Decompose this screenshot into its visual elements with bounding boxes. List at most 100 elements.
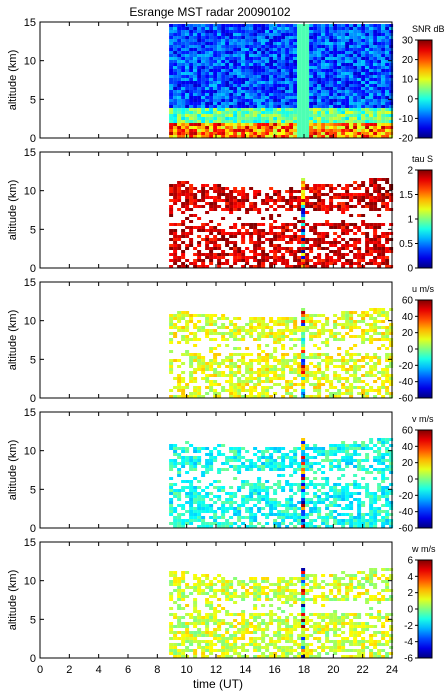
data-cell bbox=[269, 99, 273, 102]
data-cell bbox=[245, 196, 249, 199]
data-cell bbox=[345, 332, 349, 335]
data-cell bbox=[289, 371, 293, 374]
data-cell bbox=[345, 314, 349, 317]
data-cell bbox=[301, 462, 305, 465]
data-cell bbox=[297, 102, 301, 105]
data-cell bbox=[221, 522, 225, 525]
data-cell bbox=[245, 30, 249, 33]
data-cell bbox=[273, 356, 277, 359]
data-cell bbox=[261, 69, 265, 72]
data-cell bbox=[241, 84, 245, 87]
data-cell bbox=[233, 60, 237, 63]
data-cell bbox=[317, 193, 321, 196]
data-cell bbox=[181, 99, 185, 102]
data-cell bbox=[373, 178, 377, 181]
data-cell bbox=[305, 120, 309, 123]
data-cell bbox=[309, 462, 313, 465]
data-cell bbox=[333, 99, 337, 102]
data-cell bbox=[377, 238, 381, 241]
data-cell bbox=[337, 465, 341, 468]
data-cell bbox=[281, 371, 285, 374]
data-cell bbox=[349, 516, 353, 519]
data-cell bbox=[185, 247, 189, 250]
data-cell bbox=[249, 66, 253, 69]
data-cell bbox=[201, 48, 205, 51]
data-cell bbox=[333, 96, 337, 99]
data-cell bbox=[169, 326, 173, 329]
data-cell bbox=[273, 383, 277, 386]
data-cell bbox=[261, 24, 265, 27]
data-cell bbox=[333, 226, 337, 229]
data-cell bbox=[265, 193, 269, 196]
data-cell bbox=[309, 247, 313, 250]
data-cell bbox=[349, 87, 353, 90]
data-cell bbox=[269, 380, 273, 383]
data-cell bbox=[261, 453, 265, 456]
data-cell bbox=[209, 383, 213, 386]
data-cell bbox=[225, 522, 229, 525]
data-cell bbox=[265, 501, 269, 504]
data-cell bbox=[229, 57, 233, 60]
data-cell bbox=[261, 51, 265, 54]
data-cell bbox=[201, 66, 205, 69]
data-cell bbox=[221, 117, 225, 120]
data-cell bbox=[201, 474, 205, 477]
data-cell bbox=[249, 39, 253, 42]
data-cell bbox=[305, 238, 309, 241]
data-cell bbox=[365, 51, 369, 54]
data-cell bbox=[273, 60, 277, 63]
data-cell bbox=[205, 54, 209, 57]
data-cell bbox=[193, 371, 197, 374]
data-cell bbox=[197, 33, 201, 36]
data-cell bbox=[265, 87, 269, 90]
data-cell bbox=[321, 24, 325, 27]
data-cell bbox=[301, 105, 305, 108]
data-cell bbox=[365, 27, 369, 30]
data-cell bbox=[233, 90, 237, 93]
data-cell bbox=[233, 66, 237, 69]
data-cell bbox=[285, 383, 289, 386]
data-cell bbox=[249, 468, 253, 471]
data-cell bbox=[269, 111, 273, 114]
data-cell bbox=[233, 102, 237, 105]
data-cell bbox=[349, 353, 353, 356]
data-cell bbox=[385, 371, 389, 374]
data-cell bbox=[193, 63, 197, 66]
data-cell bbox=[205, 256, 209, 259]
data-cell bbox=[297, 262, 301, 265]
data-cell bbox=[349, 48, 353, 51]
data-cell bbox=[245, 501, 249, 504]
data-cell bbox=[237, 368, 241, 371]
data-cell bbox=[217, 365, 221, 368]
data-cell bbox=[373, 42, 377, 45]
data-cell bbox=[361, 359, 365, 362]
data-cell bbox=[293, 33, 297, 36]
data-cell bbox=[281, 474, 285, 477]
data-cell bbox=[269, 90, 273, 93]
data-cell bbox=[257, 132, 261, 135]
data-cell bbox=[293, 368, 297, 371]
data-cell bbox=[209, 250, 213, 253]
data-cell bbox=[273, 111, 277, 114]
data-cell bbox=[185, 78, 189, 81]
data-cell bbox=[321, 81, 325, 84]
data-cell bbox=[337, 317, 341, 320]
data-cell bbox=[325, 184, 329, 187]
data-cell bbox=[373, 353, 377, 356]
data-cell bbox=[377, 347, 381, 350]
data-cell bbox=[177, 383, 181, 386]
data-cell bbox=[345, 462, 349, 465]
data-cell bbox=[357, 483, 361, 486]
data-cell bbox=[233, 196, 237, 199]
data-cell bbox=[209, 42, 213, 45]
data-cell bbox=[365, 72, 369, 75]
data-cell bbox=[189, 320, 193, 323]
data-cell bbox=[321, 108, 325, 111]
data-cell bbox=[233, 447, 237, 450]
data-cell bbox=[301, 383, 305, 386]
data-cell bbox=[185, 102, 189, 105]
data-cell bbox=[201, 196, 205, 199]
data-cell bbox=[233, 105, 237, 108]
data-cell bbox=[245, 54, 249, 57]
data-cell bbox=[321, 78, 325, 81]
